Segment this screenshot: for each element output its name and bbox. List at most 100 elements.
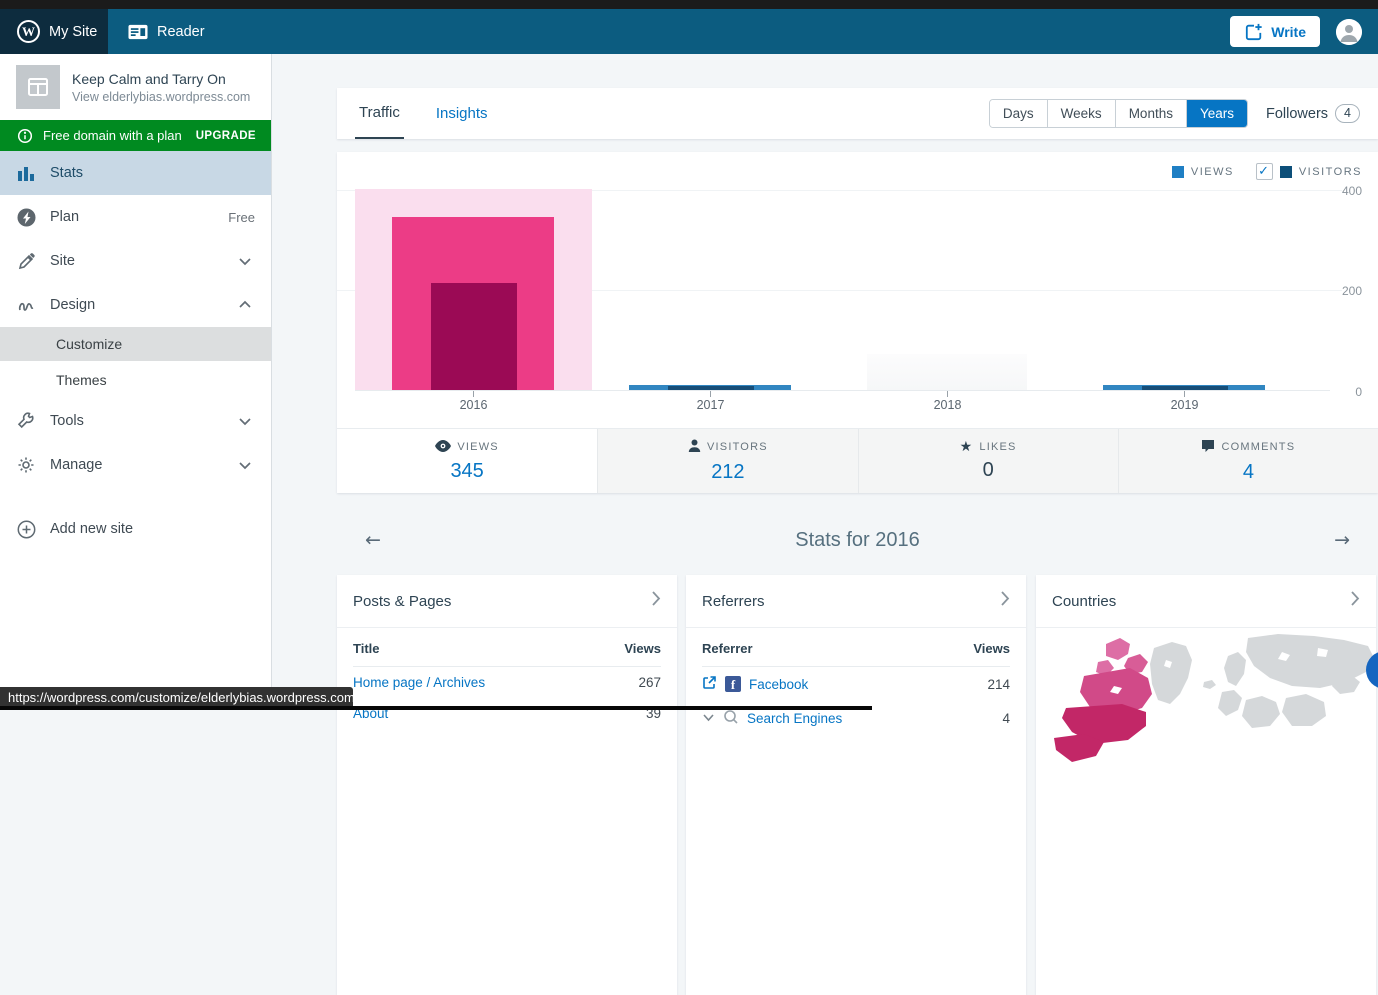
table-row: Home page / Archives 267 (353, 667, 661, 698)
site-title: Keep Calm and Tarry On (72, 70, 226, 87)
period-weeks-button[interactable]: Weeks (1047, 100, 1116, 127)
chart-bar-group-2018[interactable] (829, 189, 1066, 390)
chevron-right-icon (1350, 590, 1360, 612)
chart-bar-group-2017[interactable] (592, 189, 829, 390)
module-title: Countries (1052, 592, 1117, 610)
legend-visitors-label: VISITORS (1298, 165, 1362, 178)
write-button[interactable]: Write (1230, 16, 1320, 47)
chart-card: VIEWS ✓ VISITORS 400 200 0 2016 2017 201… (337, 152, 1378, 493)
summary-value: 212 (711, 460, 745, 483)
summary-tab-comments[interactable]: COMMENTS 4 (1117, 429, 1378, 493)
person-icon (688, 439, 701, 456)
plan-badge: Free (228, 209, 255, 225)
visitors-bar-2019 (1142, 386, 1228, 390)
x-axis-label: 2018 (933, 398, 962, 412)
referrers-header[interactable]: Referrers (686, 575, 1026, 628)
sidebar-item-label: Site (50, 253, 75, 269)
summary-value: 345 (450, 459, 484, 482)
column-header-title: Title (353, 641, 380, 656)
site-url: View elderlybias.wordpress.com (72, 90, 251, 105)
banner-text: Free domain with a plan (43, 128, 182, 143)
help-button[interactable] (1366, 651, 1378, 689)
avatar[interactable] (1336, 18, 1362, 45)
window-chrome-strip (0, 0, 1378, 9)
chart-bar-group-2016[interactable] (355, 189, 592, 390)
sidebar-item-site[interactable]: Site (0, 239, 271, 283)
summary-label: VIEWS (457, 441, 499, 453)
add-new-site-button[interactable]: Add new site (0, 507, 271, 551)
followers-count-badge: 4 (1335, 104, 1360, 123)
previous-period-arrow[interactable]: ← (365, 529, 381, 551)
status-bar-url: https://wordpress.com/customize/elderlyb… (0, 687, 355, 710)
summary-tabs: VIEWS 345 VISITORS 212 ★ LIKES 0 (337, 428, 1378, 493)
bottom-edge-strip (0, 706, 872, 710)
sidebar-item-label: Stats (50, 165, 84, 181)
reader-icon (128, 24, 148, 40)
chart-plot[interactable] (355, 189, 1330, 391)
upgrade-button[interactable]: UPGRADE (195, 129, 256, 142)
sidebar-item-themes[interactable]: Themes (0, 361, 271, 399)
column-header-views: Views (624, 641, 661, 656)
countries-header[interactable]: Countries (1036, 575, 1376, 628)
star-icon: ★ (959, 439, 974, 455)
my-site-label: My Site (49, 23, 98, 40)
summary-tab-views[interactable]: VIEWS 345 (337, 429, 598, 493)
period-years-button[interactable]: Years (1186, 100, 1247, 127)
summary-tab-visitors[interactable]: VISITORS 212 (597, 429, 858, 493)
external-link-icon[interactable] (702, 675, 717, 693)
chart-bar-group-2019[interactable] (1066, 189, 1303, 390)
sidebar-item-label: Themes (56, 372, 107, 388)
row-views: 4 (1002, 711, 1010, 726)
visitors-checkbox[interactable]: ✓ (1255, 163, 1273, 180)
info-icon (15, 128, 35, 144)
design-squiggle-icon (16, 297, 36, 313)
chevron-right-icon (651, 590, 661, 612)
period-days-button[interactable]: Days (989, 100, 1048, 127)
summary-value: 0 (982, 459, 994, 481)
sidebar-item-design[interactable]: Design (0, 283, 271, 327)
followers-link[interactable]: Followers 4 (1266, 104, 1360, 123)
summary-tab-likes[interactable]: ★ LIKES 0 (857, 429, 1118, 493)
posts-pages-header[interactable]: Posts & Pages (337, 575, 677, 628)
sidebar-item-stats[interactable]: Stats (0, 151, 271, 195)
stats-icon (16, 165, 36, 181)
post-link[interactable]: Home page / Archives (353, 675, 486, 690)
column-header-referrer: Referrer (702, 641, 753, 656)
tab-insights[interactable]: Insights (435, 105, 488, 122)
chevron-up-icon (235, 297, 255, 313)
views-swatch (1171, 165, 1184, 178)
search-engines-icon (723, 709, 739, 728)
plus-circle-icon (16, 520, 36, 539)
module-title: Referrers (702, 592, 765, 610)
period-months-button[interactable]: Months (1115, 100, 1187, 127)
site-card[interactable]: Keep Calm and Tarry On View elderlybias.… (0, 54, 271, 120)
masthead: W My Site Reader Write (0, 9, 1378, 54)
referrers-module: Referrers Referrer Views f Facebook 214 (686, 575, 1026, 995)
upgrade-banner[interactable]: Free domain with a plan UPGRADE (0, 120, 271, 151)
referrer-link[interactable]: Facebook (749, 676, 809, 692)
legend-visitors[interactable]: ✓ VISITORS (1255, 163, 1362, 180)
row-views: 267 (638, 675, 661, 690)
expand-chevron-icon[interactable] (702, 711, 715, 727)
sidebar-item-manage[interactable]: Manage (0, 443, 271, 487)
table-row: About 39 (353, 698, 661, 729)
sidebar-item-label: Plan (50, 209, 80, 225)
sidebar-item-plan[interactable]: Plan Free (0, 195, 271, 239)
chart-legend: VIEWS ✓ VISITORS (1171, 163, 1362, 180)
plan-icon (16, 208, 36, 227)
site-thumbnail-icon (16, 65, 60, 109)
visitors-swatch (1279, 165, 1292, 178)
reader-button[interactable]: Reader (108, 9, 225, 54)
sidebar-item-customize[interactable]: Customize (0, 327, 271, 361)
next-period-arrow[interactable]: → (1334, 529, 1350, 551)
sidebar-item-tools[interactable]: Tools (0, 399, 271, 443)
my-site-button[interactable]: W My Site (0, 9, 108, 54)
y-axis-tick: 200 (1341, 284, 1362, 298)
column-header-views: Views (973, 641, 1010, 656)
write-icon (1244, 23, 1264, 41)
tab-traffic[interactable]: Traffic (355, 88, 404, 139)
referrer-link[interactable]: Search Engines (747, 711, 843, 726)
visitors-bar-2017 (668, 386, 754, 390)
summary-label: COMMENTS (1221, 441, 1296, 453)
chevron-down-icon (235, 413, 255, 429)
